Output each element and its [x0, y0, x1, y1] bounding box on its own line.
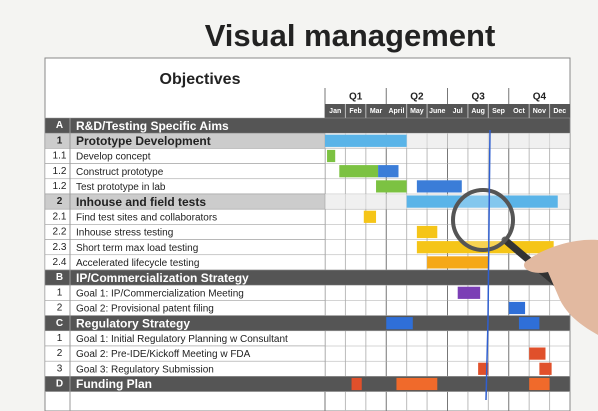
month-label: April	[388, 108, 404, 115]
plan-block	[539, 362, 552, 375]
plan-block	[386, 317, 413, 330]
row-label: Develop concept	[76, 152, 151, 163]
month-label: June	[429, 108, 445, 115]
row-label: Funding Plan	[76, 377, 152, 391]
row-id: D	[56, 379, 63, 390]
month-label: Oct	[513, 108, 525, 115]
month-label: Nov	[533, 108, 546, 115]
plan-block	[406, 195, 558, 208]
month-label: Mar	[370, 108, 383, 115]
row-label: Find test sites and collaborators	[76, 212, 217, 223]
row-label: Prototype Development	[76, 134, 211, 148]
page-title: Visual management	[205, 18, 496, 53]
row-label: Goal 1: IP/Commercialization Meeting	[76, 288, 244, 299]
row-label: R&D/Testing Specific Aims	[76, 119, 229, 133]
gantt-bars	[325, 129, 598, 401]
row-label: Accelerated lifecycle testing	[76, 258, 199, 269]
row-id: 2	[57, 196, 63, 207]
month-header	[325, 104, 570, 118]
month-label: Jan	[329, 108, 341, 115]
row-label: Goal 2: Provisional patent filing	[76, 304, 214, 315]
row-id: 2.1	[53, 211, 67, 222]
row-id: 1	[57, 333, 63, 344]
plan-block	[339, 165, 379, 178]
month-label: Jul	[453, 108, 463, 115]
plan-block	[378, 165, 399, 178]
plan-block	[327, 149, 336, 163]
quarter-label: Q4	[533, 92, 547, 103]
pen-stroke	[485, 129, 491, 401]
month-label: Dec	[553, 108, 566, 115]
plan-block	[325, 134, 407, 147]
row-id: 2	[57, 348, 63, 359]
month-label: May	[410, 108, 424, 115]
row-id: 1	[57, 135, 63, 146]
row-label: Regulatory Strategy	[76, 316, 190, 330]
plan-block	[529, 377, 550, 391]
row-label: Inhouse and field tests	[76, 195, 206, 209]
plan-block	[529, 347, 546, 360]
gantt-labels: Q1 Q2 Q3 Q4 Jan Feb Mar April May June Jul Aug Sep Oc…	[53, 92, 567, 392]
plan-block	[363, 210, 377, 223]
quarter-label: Q3	[471, 92, 485, 103]
row-id: 1.2	[53, 181, 67, 192]
plan-block	[376, 180, 407, 193]
month-label: Sep	[492, 108, 505, 115]
row-id: 2.4	[53, 257, 67, 268]
plan-block	[478, 362, 489, 375]
row-id: B	[56, 272, 63, 283]
row-id: 2	[57, 303, 63, 314]
plan-block	[396, 377, 438, 391]
row-label: IP/Commercialization Strategy	[76, 271, 249, 285]
row-id: 2.3	[53, 242, 67, 253]
plan-block	[427, 256, 489, 269]
row-label: Goal 1: Initial Regulatory Planning w Co…	[76, 334, 288, 345]
plan-block	[351, 377, 362, 391]
hand	[524, 239, 598, 335]
month-label: Feb	[349, 108, 361, 115]
row-label: Short term max load testing	[76, 243, 198, 254]
table-header: Objectives	[160, 71, 241, 88]
row-id: 1	[57, 287, 63, 298]
row-id: 1.1	[53, 151, 67, 162]
row-label: Construct prototype	[76, 167, 164, 178]
row-label: Goal 3: Regulatory Submission	[76, 364, 214, 375]
quarter-label: Q2	[410, 92, 424, 103]
row-id: 1.2	[53, 166, 67, 177]
plan-block	[518, 317, 540, 330]
row-id: 2.2	[53, 227, 67, 238]
magnifier-lens	[451, 188, 515, 252]
row-label: Inhouse stress testing	[76, 228, 173, 239]
row-id: C	[56, 318, 63, 329]
quarter-label: Q1	[349, 92, 363, 103]
plan-block	[416, 180, 462, 193]
plan-block	[416, 225, 438, 239]
plan-block	[457, 286, 481, 299]
month-label: Aug	[471, 108, 485, 115]
row-label: Test prototype in lab	[76, 182, 166, 193]
gantt-grid	[44, 88, 571, 411]
row-id: A	[56, 120, 63, 131]
row-id: 3	[57, 363, 63, 374]
row-label: Goal 2: Pre-IDE/Kickoff Meeting w FDA	[76, 349, 251, 360]
plan-block	[508, 301, 526, 315]
